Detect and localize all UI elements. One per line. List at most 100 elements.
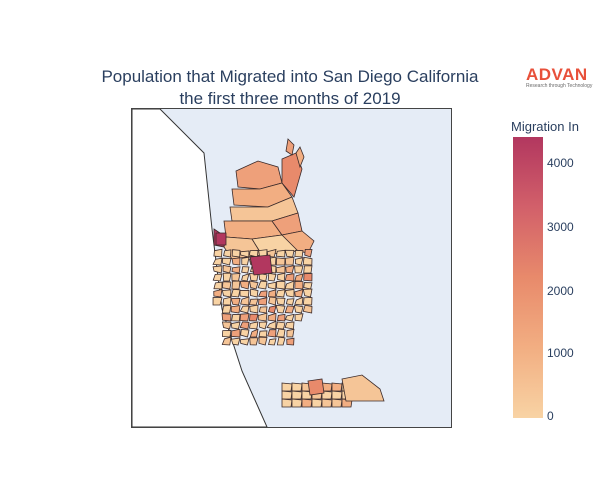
tract-41[interactable] [284,273,295,282]
tract-68[interactable] [230,297,241,306]
tract-95[interactable] [294,313,304,322]
tract-99[interactable] [249,321,259,330]
tract-south-125[interactable] [291,398,303,408]
tract-9[interactable] [294,249,304,258]
tract-62[interactable] [275,289,286,298]
tract-94[interactable] [284,313,295,322]
tract-55[interactable] [213,288,223,298]
tract-south-122[interactable] [281,398,293,408]
tract-32[interactable] [303,265,313,274]
tract-47[interactable] [239,280,250,290]
tract-52[interactable] [284,280,295,290]
tract-108[interactable] [258,330,268,338]
tract-south-137[interactable] [331,398,343,408]
tract-104[interactable] [222,329,232,338]
tract-south-east[interactable] [341,374,385,402]
tract-24[interactable] [231,266,241,274]
tract-42[interactable] [294,273,304,282]
tract-109[interactable] [267,329,277,338]
tract-48[interactable] [249,280,259,290]
tract-110[interactable] [275,328,286,338]
tract-58[interactable] [239,289,250,298]
tract-23[interactable] [222,264,232,274]
tract-70[interactable] [248,298,259,306]
tract-91[interactable] [257,312,268,322]
tract-84[interactable] [284,305,295,314]
tract-0[interactable] [213,248,223,258]
census-tracts[interactable] [212,138,385,408]
tract-88[interactable] [231,314,241,322]
tract-114[interactable] [239,338,250,346]
tract-85[interactable] [293,304,304,314]
tract-north-2[interactable] [281,152,303,198]
tract-53[interactable] [294,280,304,290]
tract-43[interactable] [303,273,313,282]
tract-87[interactable] [221,313,232,322]
tract-13[interactable] [231,257,241,266]
tract-25[interactable] [241,266,250,274]
tract-97[interactable] [230,321,241,330]
tract-78[interactable] [230,305,241,314]
tract-98[interactable] [239,321,250,330]
tract-10[interactable] [304,248,313,258]
tract-76[interactable] [302,297,313,306]
tract-79[interactable] [239,305,250,314]
tract-11[interactable] [212,257,223,266]
tract-81[interactable] [258,306,268,314]
tract-31[interactable] [294,265,304,274]
tract-93[interactable] [276,313,286,322]
tract-64[interactable] [294,288,304,298]
tract-46[interactable] [231,280,241,290]
tract-107[interactable] [249,328,259,338]
tract-22[interactable] [212,265,223,274]
tract-66[interactable] [212,297,223,306]
tract-8[interactable] [284,249,295,258]
tract-19[interactable] [284,256,295,266]
tract-50[interactable] [267,281,277,290]
tract-36[interactable] [241,273,250,282]
tract-75[interactable] [294,296,304,306]
tract-south-135[interactable] [331,382,343,392]
tract-north-9[interactable] [281,230,315,254]
tract-74[interactable] [285,298,295,306]
tract-2[interactable] [231,249,241,258]
tract-56[interactable] [221,289,232,298]
tract-18[interactable] [275,257,286,266]
tract-high-east[interactable] [249,254,273,276]
tract-100[interactable] [259,321,268,330]
tract-115[interactable] [249,337,259,346]
tract-44[interactable] [213,281,223,290]
tract-south-high[interactable] [307,378,325,396]
tract-92[interactable] [267,312,277,322]
tract-86[interactable] [302,304,313,314]
tract-102[interactable] [275,321,286,330]
tract-73[interactable] [276,297,286,306]
tract-82[interactable] [267,305,277,314]
tract-north-11[interactable] [295,146,305,169]
tract-south-134[interactable] [321,398,333,408]
tract-77[interactable] [221,304,232,314]
tract-117[interactable] [268,338,277,346]
tract-south-128[interactable] [301,398,313,408]
tract-69[interactable] [240,296,250,306]
tract-113[interactable] [230,337,241,346]
tract-south-133[interactable] [321,390,333,400]
tract-39[interactable] [267,272,277,282]
tract-north-10[interactable] [285,138,295,156]
tract-35[interactable] [231,273,241,282]
tract-7[interactable] [275,249,286,258]
tract-80[interactable] [249,304,259,314]
tract-119[interactable] [286,337,295,346]
tract-south-120[interactable] [281,382,293,392]
tract-106[interactable] [240,329,250,338]
tract-118[interactable] [276,336,286,346]
tract-101[interactable] [266,320,277,330]
tract-67[interactable] [222,296,232,306]
tract-south-136[interactable] [331,390,343,400]
tract-49[interactable] [257,280,268,290]
tract-33[interactable] [212,273,223,282]
tract-65[interactable] [302,288,313,298]
tract-89[interactable] [239,313,250,322]
tract-72[interactable] [268,296,277,306]
tract-90[interactable] [248,313,259,322]
